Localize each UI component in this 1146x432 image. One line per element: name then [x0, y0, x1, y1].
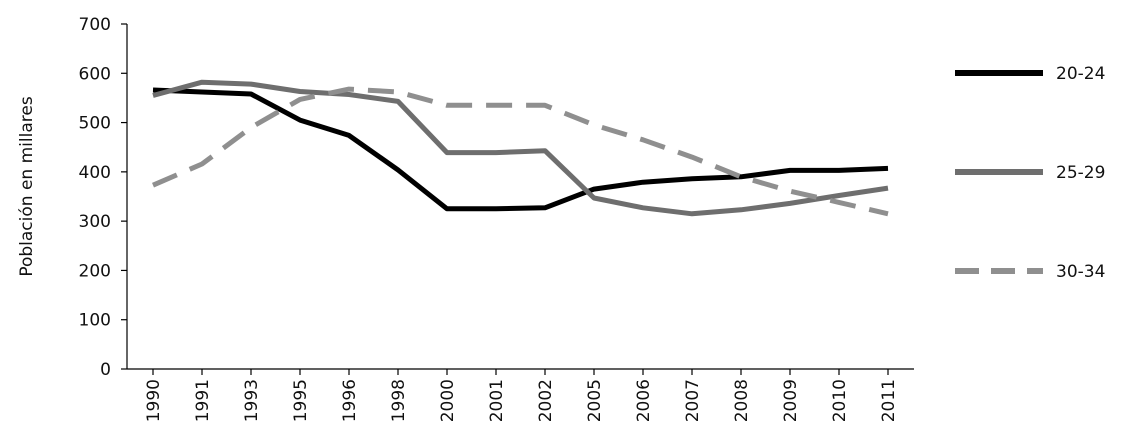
- y-tick-label: 400: [79, 163, 111, 183]
- x-tick-label: 2002: [536, 379, 556, 422]
- x-tick-label: 1990: [144, 379, 164, 422]
- x-tick-label: 2006: [634, 379, 654, 422]
- y-tick-label: 0: [100, 360, 111, 380]
- x-tick-label: 1993: [242, 379, 262, 422]
- legend: 20-24 25-29 30-34: [955, 64, 1105, 282]
- x-tick-label: 2001: [487, 379, 507, 422]
- x-tick-label: 2010: [830, 379, 850, 422]
- x-tick-label: 1995: [291, 379, 311, 422]
- series-line-30-34: [152, 86, 889, 217]
- y-tick-label: 200: [79, 261, 111, 281]
- series-line-20-24: [152, 87, 889, 212]
- x-tick-label: 2009: [781, 379, 801, 422]
- x-tick-label: 2000: [438, 379, 458, 422]
- y-tick-label: 100: [79, 311, 111, 331]
- x-tick-label: 2005: [585, 379, 605, 422]
- axes: [126, 24, 914, 370]
- y-tick-label: 600: [79, 64, 111, 84]
- legend-label-20-24: 20-24: [1056, 64, 1105, 84]
- y-axis-title: Población en millares: [17, 96, 37, 276]
- series-lines: [152, 79, 889, 217]
- legend-label-30-34: 30-34: [1056, 262, 1105, 282]
- y-tick-label: 700: [79, 15, 111, 35]
- series-line-25-29: [152, 79, 889, 217]
- x-tick-label: 1991: [193, 379, 213, 422]
- y-tick-label: 300: [79, 212, 111, 232]
- y-tick-label: 500: [79, 114, 111, 134]
- x-axis-ticks: 1990 1991 1993 1995 1996 1998 2000 2001 2002 2005…: [144, 369, 899, 422]
- x-tick-label: 2011: [879, 379, 899, 422]
- y-axis-ticks: 0 100 200 300 400 500 600 700: [79, 15, 127, 380]
- x-tick-label: 1996: [340, 379, 360, 422]
- x-tick-label: 1998: [389, 379, 409, 422]
- legend-label-25-29: 25-29: [1056, 163, 1105, 183]
- x-tick-label: 2007: [683, 379, 703, 422]
- x-tick-label: 2008: [732, 379, 752, 422]
